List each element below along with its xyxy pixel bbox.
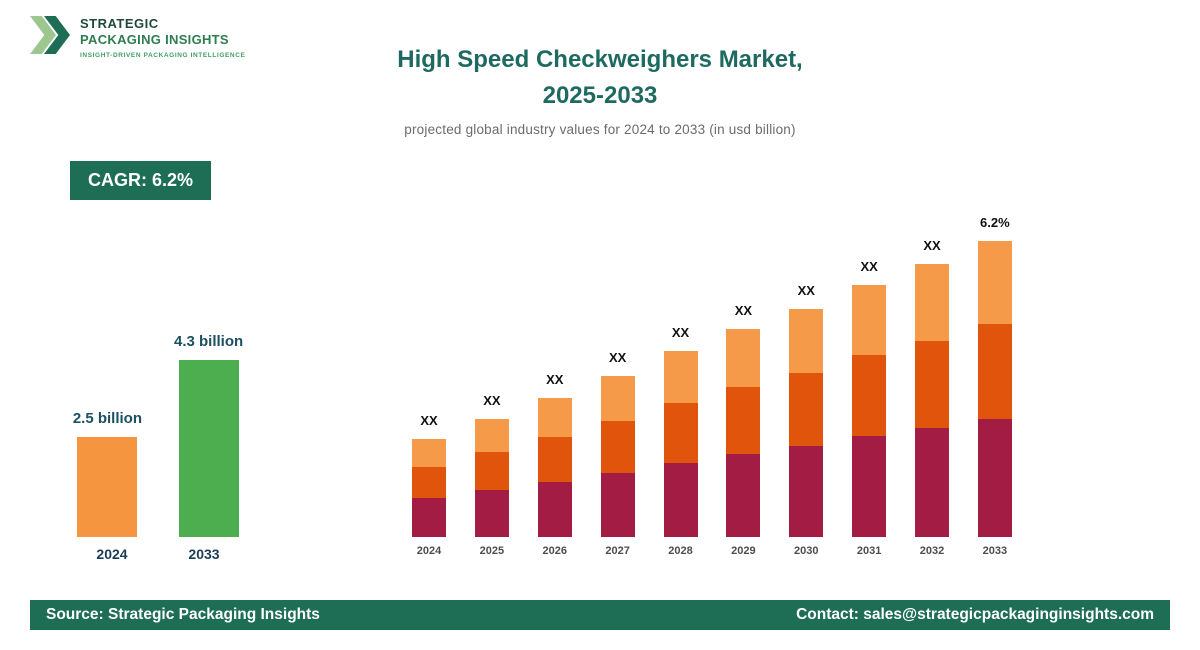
- bar-segment-segment-top: [537, 398, 572, 437]
- stacked-bar-column: XX: [600, 350, 635, 537]
- chart-header: High Speed Checkweighers Market, 2025-20…: [0, 42, 1200, 137]
- bar-stack: [663, 351, 698, 537]
- bar-stack: [600, 376, 635, 537]
- bar-segment-segment-bottom: [663, 463, 698, 537]
- stacked-bar-column: XX: [537, 372, 572, 537]
- bar-value-label: 6.2%: [980, 215, 1010, 230]
- bar-segment-segment-middle: [537, 437, 572, 482]
- stacked-bar-column: XX: [474, 393, 509, 537]
- bar-segment-segment-top: [915, 264, 949, 341]
- bar-segment-segment-middle: [852, 355, 887, 436]
- chart-year-label: 2028: [668, 545, 693, 557]
- bar-segment-segment-top: [852, 285, 887, 355]
- mini-year-labels: 2024 2033: [68, 546, 248, 562]
- footer-source: Source: Strategic Packaging Insights: [46, 606, 320, 623]
- chart-title-line1: High Speed Checkweighers Market,: [397, 46, 803, 73]
- bar-value-label: XX: [671, 325, 690, 340]
- bar-segment-segment-bottom: [852, 436, 887, 537]
- brand-tagline: INSIGHT-DRIVEN PACKAGING INTELLIGENCE: [80, 52, 246, 59]
- chart-subtitle: projected global industry values for 202…: [404, 122, 796, 137]
- bar-segment-segment-middle: [977, 324, 1012, 419]
- stacked-bar-column: XX: [412, 413, 446, 537]
- stacked-bar-column: XX: [663, 325, 698, 537]
- bar-segment-segment-top: [474, 419, 509, 452]
- bar-segment-segment-bottom: [412, 498, 446, 537]
- mini-bar: [77, 437, 138, 537]
- chart-year-label: 2029: [731, 545, 756, 557]
- mini-year-label: 2033: [188, 546, 220, 562]
- brand-name-line1: STRATEGIC: [80, 16, 159, 31]
- stacked-bar-column: XX: [915, 238, 949, 537]
- mini-bar-chart: 2.5 billion 4.3 billion 2024 2033: [68, 300, 248, 562]
- chart-year-label: 2024: [416, 545, 442, 557]
- mini-bar-value-label: 4.3 billion: [174, 333, 244, 350]
- stacked-bar-column: XX: [789, 283, 824, 537]
- chart-year-label: 2026: [542, 545, 567, 557]
- bar-segment-segment-middle: [915, 341, 949, 428]
- bar-stack: [726, 329, 761, 537]
- footer-bar: Source: Strategic Packaging Insights Con…: [30, 600, 1170, 630]
- bar-segment-segment-top: [412, 439, 446, 467]
- bar-segment-segment-top: [977, 241, 1012, 324]
- bar-segment-segment-middle: [412, 467, 446, 498]
- bar-stack: [412, 439, 446, 537]
- stacked-bar-column: XX: [726, 303, 761, 537]
- chart-year-label: 2031: [856, 545, 882, 557]
- bar-value-label: XX: [420, 413, 438, 428]
- bar-value-label: XX: [483, 393, 501, 408]
- mini-bar-value-label: 2.5 billion: [72, 410, 142, 427]
- chart-title-line2: 2025-2033: [542, 82, 658, 109]
- bar-segment-segment-top: [726, 329, 761, 387]
- chart-year-label: 2032: [919, 545, 945, 557]
- bar-segment-segment-middle: [474, 452, 509, 490]
- bar-stack: [537, 398, 572, 537]
- bar-stack: [977, 241, 1012, 537]
- chart-year-label: 2025: [479, 545, 505, 557]
- mini-bar: [178, 360, 239, 537]
- bar-segment-segment-bottom: [726, 454, 761, 537]
- bar-segment-segment-bottom: [600, 473, 635, 537]
- stacked-bar-columns: XX XX XX XX XX XX XX XX XX 6.2%: [412, 205, 1012, 537]
- bar-value-label: XX: [797, 283, 815, 298]
- bar-stack: [474, 419, 509, 537]
- bar-segment-segment-middle: [789, 373, 824, 446]
- bar-value-label: XX: [860, 259, 878, 274]
- double-chevron-icon: [30, 12, 72, 58]
- chart-year-label: 2033: [982, 545, 1008, 557]
- bar-segment-segment-bottom: [915, 428, 949, 537]
- bar-segment-segment-bottom: [977, 419, 1012, 537]
- brand-name-line2: PACKAGING INSIGHTS: [80, 32, 229, 47]
- mini-bar-column: 4.3 billion: [174, 333, 243, 537]
- bar-segment-segment-bottom: [789, 446, 824, 537]
- bar-segment-segment-bottom: [537, 482, 572, 537]
- bar-segment-segment-bottom: [474, 490, 509, 537]
- chart-year-label: 2030: [794, 545, 819, 557]
- bar-segment-segment-middle: [726, 387, 761, 454]
- bar-segment-segment-middle: [600, 421, 635, 473]
- bar-segment-segment-middle: [663, 403, 698, 463]
- bar-stack: [915, 264, 949, 537]
- bar-value-label: XX: [546, 372, 564, 387]
- stacked-bar-chart: XX XX XX XX XX XX XX XX XX 6.2% 2024 2025 2026 2027 2…: [412, 205, 1012, 557]
- bar-stack: [789, 309, 824, 537]
- mini-bar-columns: 2.5 billion 4.3 billion: [68, 300, 248, 537]
- bar-value-label: XX: [608, 350, 627, 365]
- bar-segment-segment-top: [663, 351, 698, 403]
- stacked-bar-column: 6.2%: [977, 215, 1012, 537]
- cagr-badge: CAGR: 6.2%: [70, 161, 212, 200]
- bar-value-label: XX: [923, 238, 941, 253]
- footer-contact: Contact: sales@strategicpackaginginsight…: [796, 606, 1154, 623]
- bar-stack: [852, 285, 887, 537]
- bar-segment-segment-top: [789, 309, 824, 373]
- bar-segment-segment-top: [600, 376, 635, 421]
- mini-year-label: 2024: [96, 546, 128, 562]
- brand-logo-text: STRATEGIC PACKAGING INSIGHTS INSIGHT-DRI…: [80, 12, 245, 59]
- mini-bar-column: 2.5 billion: [73, 410, 142, 537]
- brand-logo: STRATEGIC PACKAGING INSIGHTS INSIGHT-DRI…: [30, 12, 245, 59]
- stacked-bar-column: XX: [852, 259, 887, 537]
- chart-year-label: 2027: [605, 545, 630, 557]
- bar-value-label: XX: [734, 303, 753, 318]
- stacked-year-labels: 2024 2025 2026 2027 2028 2029 2030 2031 2032 2033: [412, 545, 1012, 557]
